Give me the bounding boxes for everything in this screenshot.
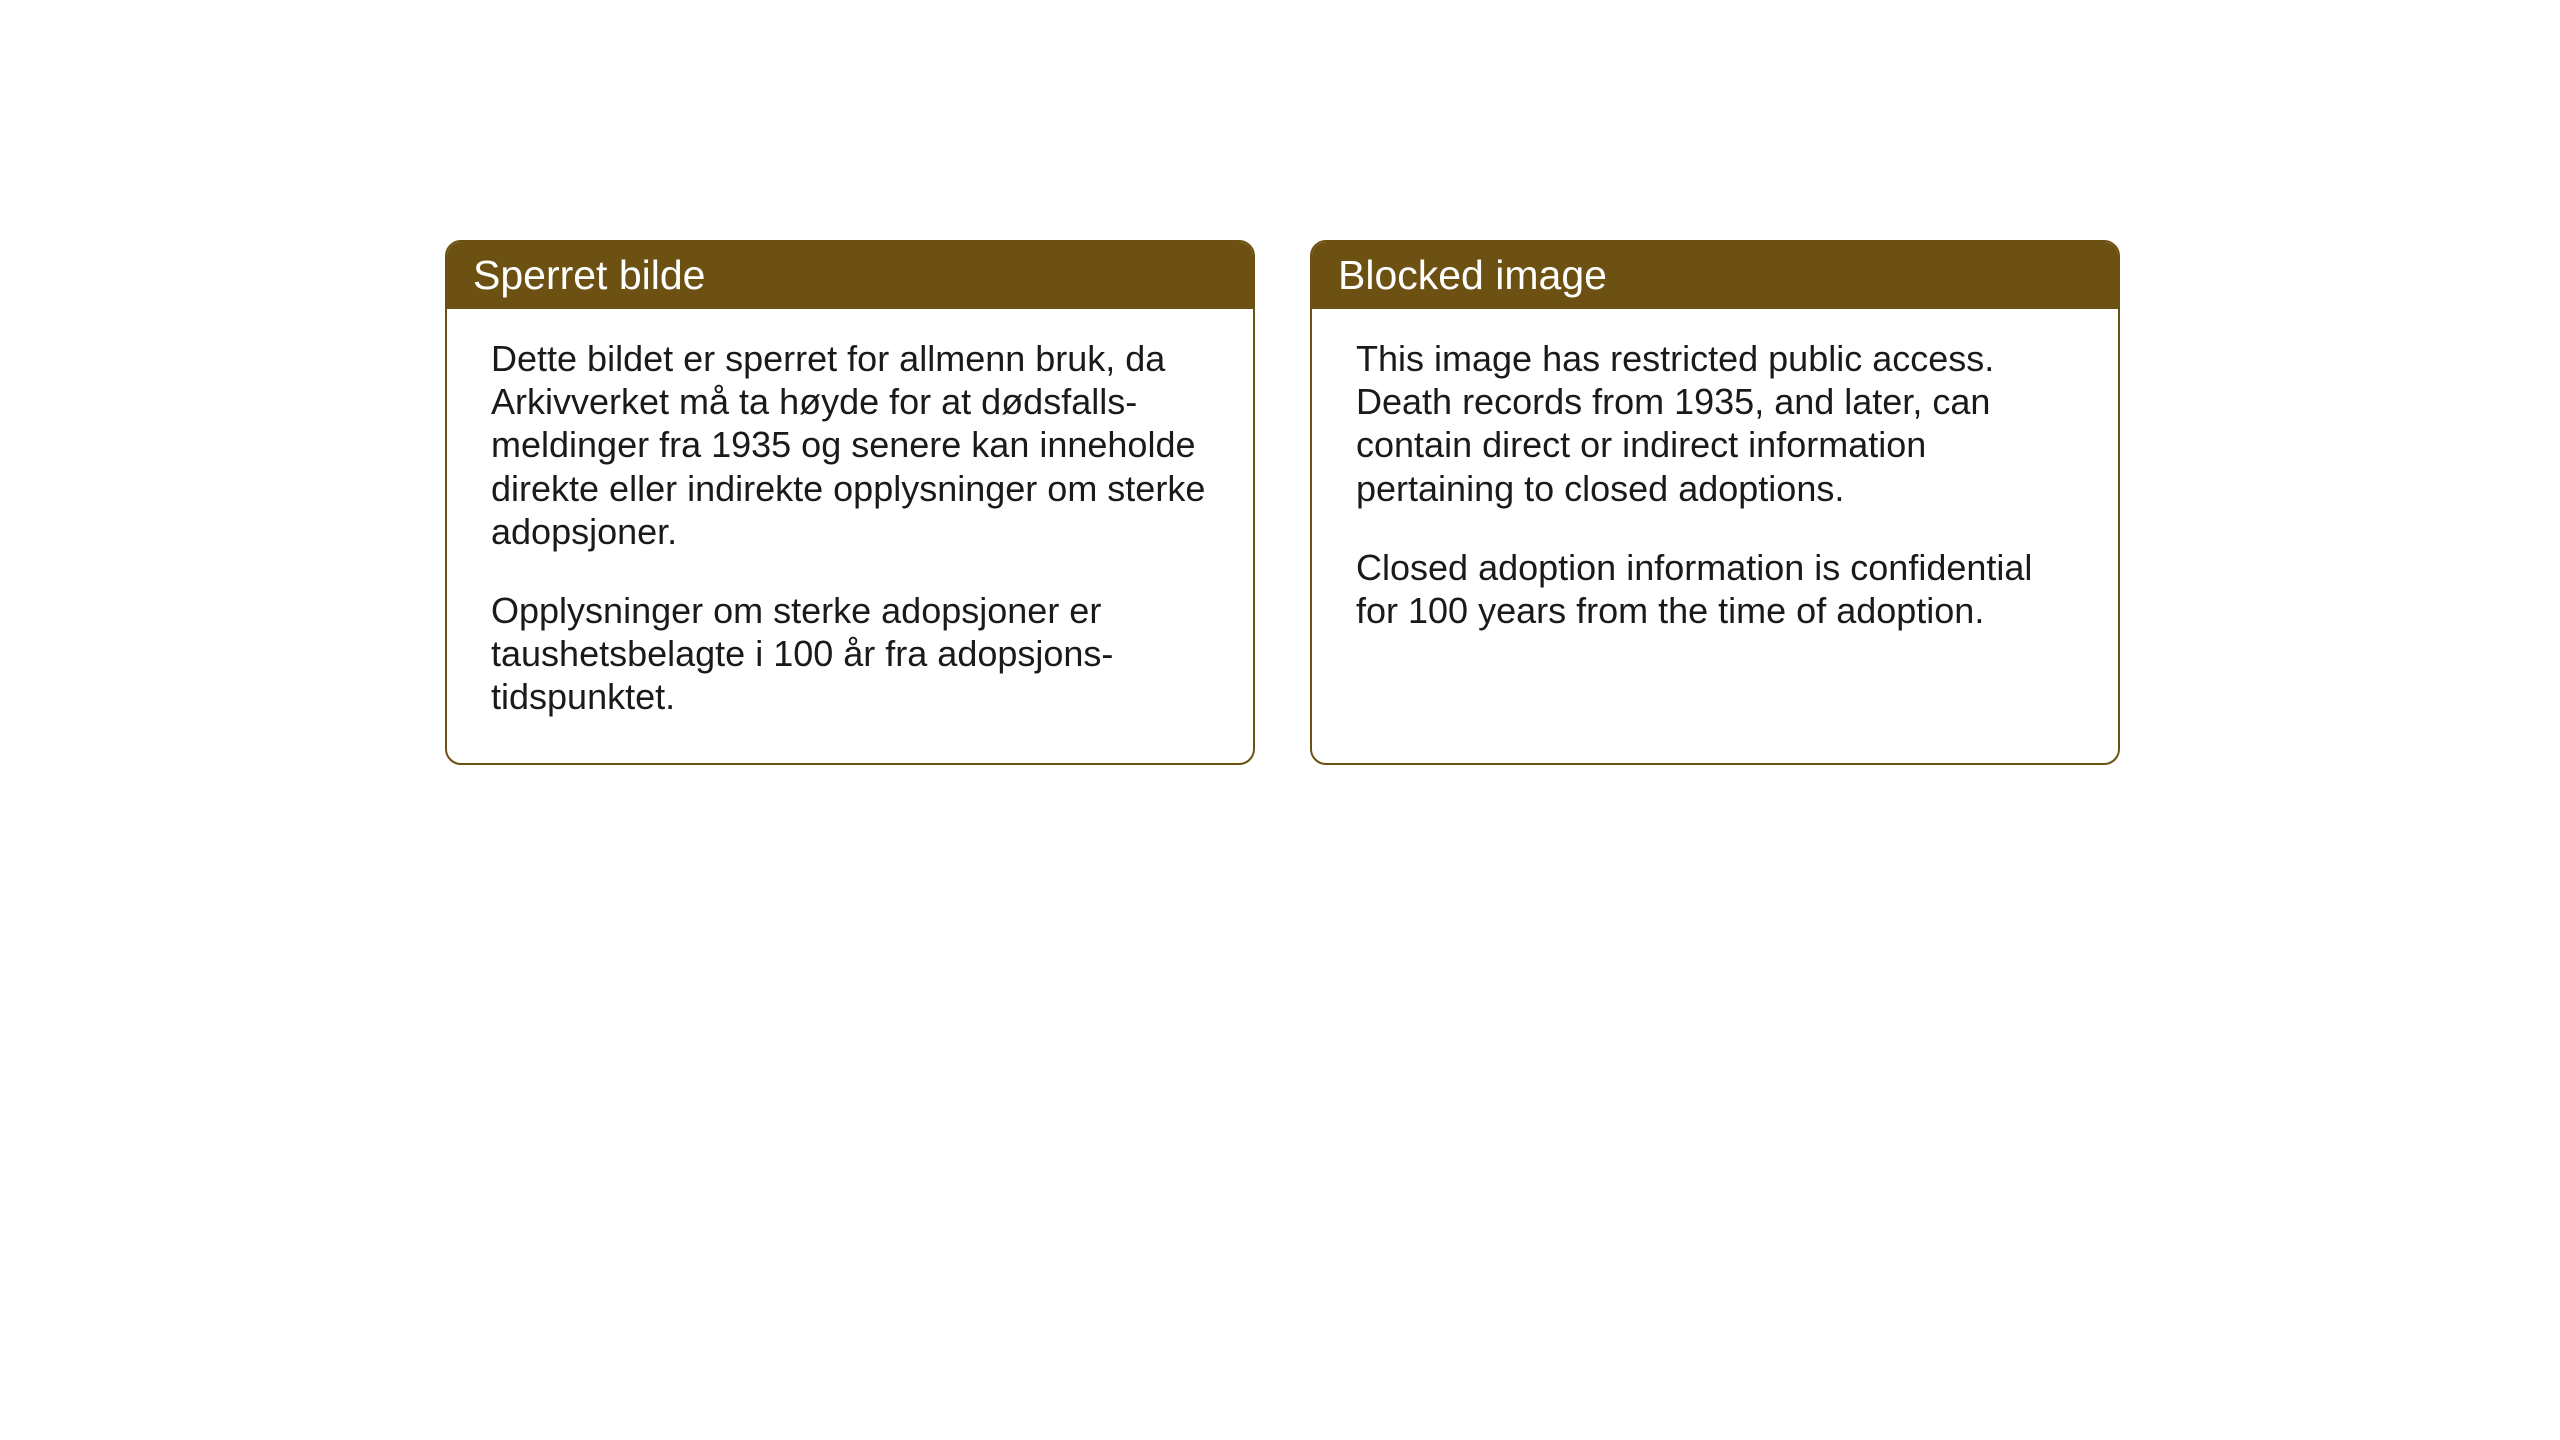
card-paragraph-1-english: This image has restricted public access.… xyxy=(1356,337,2074,510)
card-paragraph-2-norwegian: Opplysninger om sterke adopsjoner er tau… xyxy=(491,589,1209,719)
card-body-norwegian: Dette bildet er sperret for allmenn bruk… xyxy=(447,309,1253,763)
card-english: Blocked image This image has restricted … xyxy=(1310,240,2120,765)
card-paragraph-1-norwegian: Dette bildet er sperret for allmenn bruk… xyxy=(491,337,1209,553)
cards-container: Sperret bilde Dette bildet er sperret fo… xyxy=(445,240,2120,765)
card-norwegian: Sperret bilde Dette bildet er sperret fo… xyxy=(445,240,1255,765)
card-title-norwegian: Sperret bilde xyxy=(473,252,705,298)
card-header-english: Blocked image xyxy=(1312,242,2118,309)
card-body-english: This image has restricted public access.… xyxy=(1312,309,2118,676)
card-paragraph-2-english: Closed adoption information is confident… xyxy=(1356,546,2074,632)
card-header-norwegian: Sperret bilde xyxy=(447,242,1253,309)
card-title-english: Blocked image xyxy=(1338,252,1607,298)
